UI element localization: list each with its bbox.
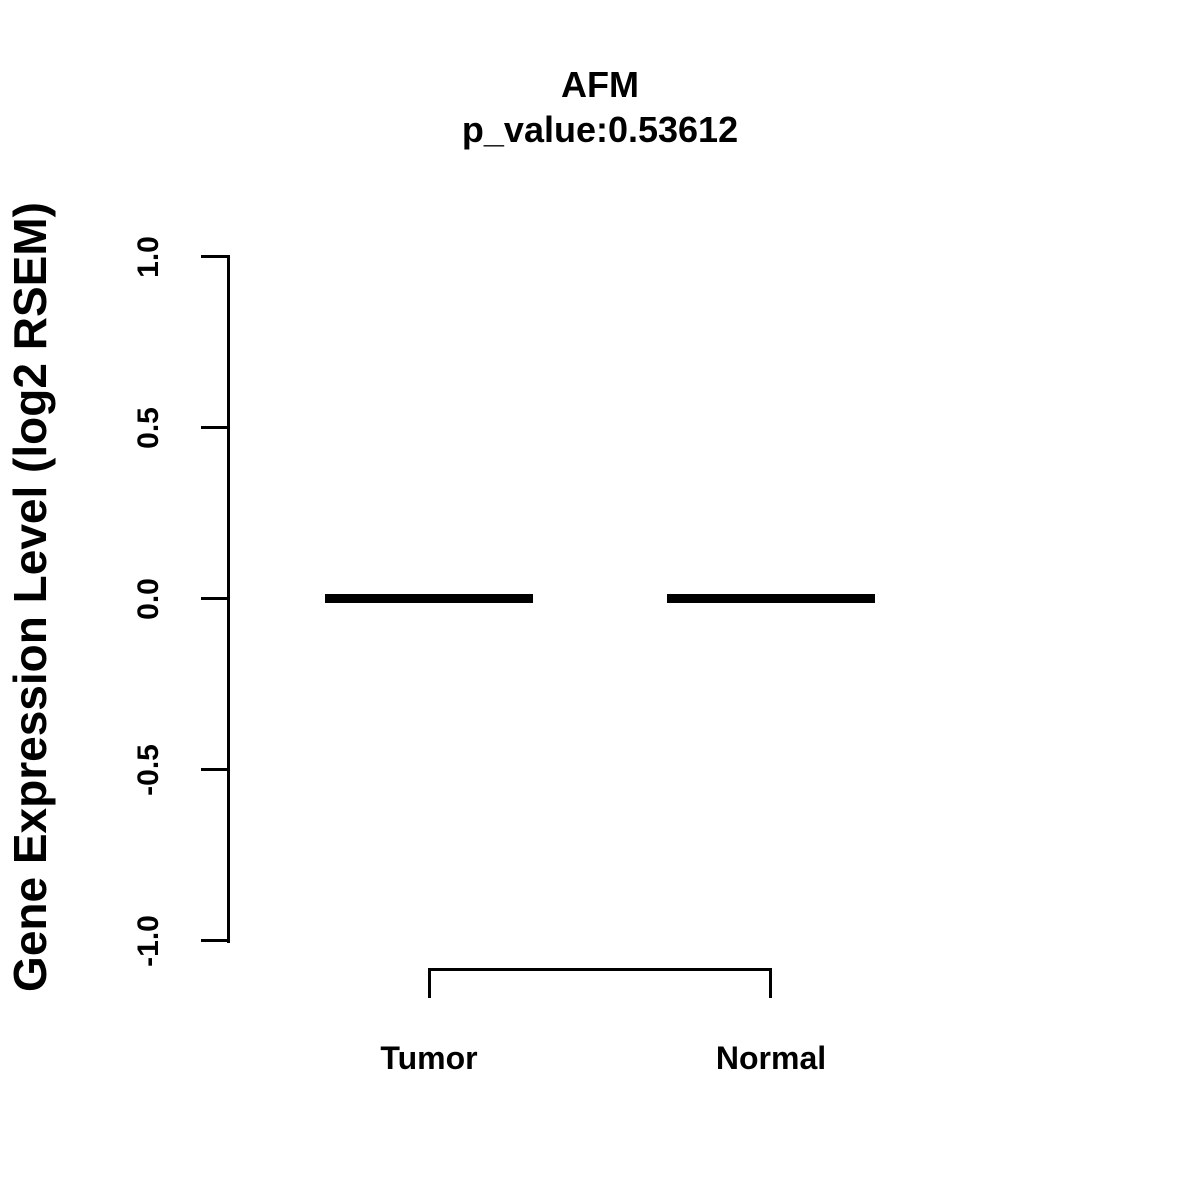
y-tick-label: -1.0 bbox=[132, 915, 165, 967]
chart-title: AFM bbox=[561, 64, 639, 105]
chart-title-block: AFM p_value:0.53612 bbox=[0, 62, 1200, 152]
chart-subtitle-pvalue: p_value:0.53612 bbox=[461, 109, 739, 150]
y-tick-mark bbox=[201, 768, 230, 771]
median-line-normal bbox=[667, 594, 875, 603]
y-tick-label: 0.0 bbox=[132, 578, 165, 620]
x-category-label-normal: Normal bbox=[715, 1040, 827, 1076]
y-axis-label: Gene Expression Level (log2 RSEM) bbox=[4, 202, 56, 992]
y-tick-label: -0.5 bbox=[132, 744, 165, 796]
y-tick-label: 0.5 bbox=[132, 407, 165, 449]
y-tick-mark bbox=[201, 426, 230, 429]
y-tick-label: 1.0 bbox=[132, 236, 165, 278]
y-tick-mark bbox=[201, 939, 230, 942]
y-tick-mark bbox=[201, 597, 230, 600]
y-tick-mark bbox=[201, 255, 230, 258]
median-line-tumor bbox=[325, 594, 533, 603]
x-category-label-tumor: Tumor bbox=[380, 1040, 478, 1076]
comparison-bracket bbox=[428, 968, 772, 998]
